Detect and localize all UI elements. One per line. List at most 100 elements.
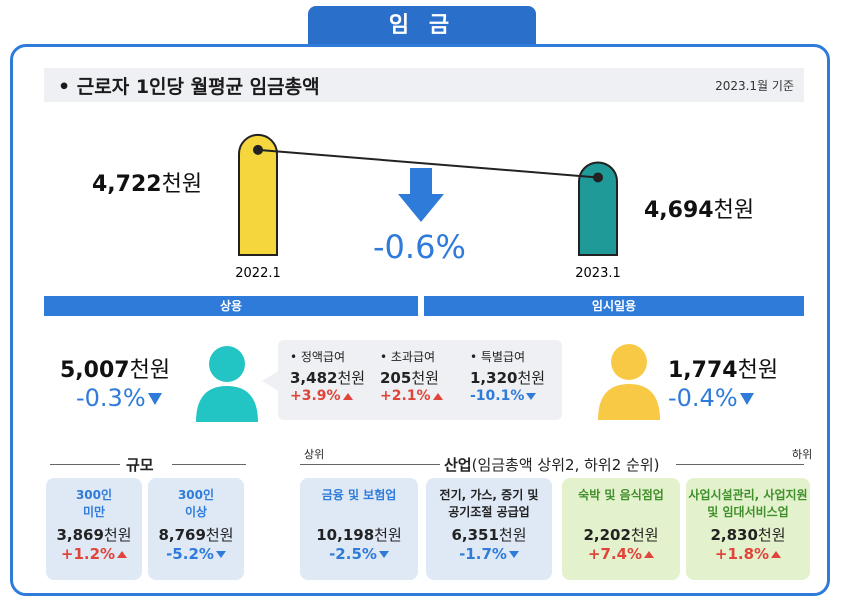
down-arrow-icon [526, 392, 537, 400]
temporary-change-text: -0.4% [668, 384, 738, 412]
regular-value: 5,007천원 [60, 352, 170, 384]
industry-title-text: 산업 [444, 456, 472, 474]
industry-title: 산업(임금총액 상위2, 하위2 순위) [444, 454, 659, 475]
card-label: 숙박 및 음식점업 [562, 486, 680, 520]
change-value: +2.1% [380, 388, 466, 404]
card-label-line: 공기조절 공급업 [448, 505, 530, 519]
value-2023-unit: 천원 [713, 198, 755, 223]
breakdown-value: 3,482천원 [290, 367, 376, 388]
card-label-line: 미만 [82, 505, 106, 519]
content-frame [10, 44, 830, 596]
trend-point [593, 172, 603, 183]
card-label-line: 사업시설관리, 사업지원 [688, 488, 808, 502]
card-value: 3,869천원 [46, 524, 142, 545]
value-2022-number: 4,722 [92, 172, 162, 197]
breakdown-label: • 정액급여 [290, 350, 346, 364]
card-number: 10,198 [316, 526, 375, 544]
change-value: +1.2% [46, 545, 142, 563]
industry-subtitle: (임금총액 상위2, 하위2 순위) [471, 456, 660, 474]
change-value: -10.1% [470, 388, 556, 404]
card-label-line: 300인 [177, 488, 215, 502]
value-2022-unit: 천원 [161, 172, 203, 197]
value-2023: 4,694천원 [644, 192, 754, 224]
card-number: 6,351 [451, 526, 499, 544]
card-value: 8,769천원 [148, 524, 244, 545]
regular-value-number: 5,007 [60, 358, 130, 383]
card-label-line: 300인 [75, 488, 113, 502]
comparison-chart: 2022.1 2023.1 [235, 133, 621, 281]
trend-line [257, 148, 599, 179]
card-value: 2,830천원 [686, 524, 810, 545]
change-value: +1.8% [686, 545, 810, 563]
breakdown-number: 1,320 [470, 369, 518, 387]
change-value: -2.5% [300, 545, 418, 563]
change-text: -2.5% [329, 545, 377, 563]
card-label-line: 및 임대서비스업 [707, 505, 789, 519]
trend-point [253, 144, 263, 155]
temporary-section-bar: 임시일용 [424, 296, 804, 316]
overall-change: -0.6% [373, 228, 466, 266]
up-arrow-icon [644, 551, 655, 558]
up-arrow-icon [771, 551, 782, 558]
card-unit: 천원 [630, 526, 659, 544]
breakdown-number: 3,482 [290, 369, 338, 387]
x-tick-label: 2023.1 [575, 266, 621, 281]
divider [50, 464, 120, 465]
person-icon [594, 340, 664, 424]
down-arrow-icon [147, 393, 162, 405]
breakdown-item: • 정액급여 3,482천원 +3.9% [290, 348, 376, 404]
card-number: 3,869 [56, 526, 104, 544]
bottom-label: 하위 [792, 448, 813, 461]
breakdown-value: 1,320천원 [470, 367, 556, 388]
breakdown-item: • 초과급여 205천원 +2.1% [380, 348, 466, 404]
change-value: +3.9% [290, 388, 376, 404]
change-text: +7.4% [587, 545, 643, 563]
card-unit: 천원 [757, 526, 786, 544]
category-card: 금융 및 보험업 10,198천원 -2.5% [300, 478, 418, 580]
card-unit: 천원 [374, 526, 402, 544]
breakdown-unit: 천원 [337, 369, 366, 387]
breakdown-item: • 특별급여 1,320천원 -10.1% [470, 348, 556, 404]
divider [676, 464, 804, 465]
up-arrow-icon [117, 551, 128, 558]
temporary-change: -0.4% [668, 384, 754, 412]
page-title-text: 근로자 1인당 월평균 임금총액 [76, 76, 320, 98]
change-text: -1.7% [459, 545, 507, 563]
category-card: 300인 이상 8,769천원 -5.2% [148, 478, 244, 580]
change-text: +1.2% [60, 545, 116, 563]
regular-change: -0.3% [76, 384, 162, 412]
change-value: -1.7% [426, 545, 552, 563]
card-value: 10,198천원 [300, 524, 418, 545]
page-title: • 근로자 1인당 월평균 임금총액 [58, 76, 320, 98]
value-2023-number: 4,694 [644, 198, 714, 223]
change-text: -5.2% [166, 545, 214, 563]
breakdown-unit: 천원 [411, 369, 439, 387]
card-unit: 천원 [103, 526, 132, 544]
card-unit: 천원 [498, 526, 527, 544]
regular-value-unit: 천원 [129, 358, 171, 383]
regular-breakdown: • 정액급여 3,482천원 +3.9% • 초과급여 205천원 +2.1% • 특별급여… [278, 340, 562, 420]
down-arrow-icon [215, 551, 226, 558]
regular-section-bar: 상용 [44, 296, 418, 316]
breakdown-label: • 초과급여 [380, 350, 436, 364]
divider [300, 464, 440, 465]
up-arrow-icon [432, 392, 443, 400]
breakdown-value: 205천원 [380, 367, 466, 388]
top-label: 상위 [304, 448, 325, 461]
change-text: +2.1% [380, 388, 431, 404]
card-value: 6,351천원 [426, 524, 552, 545]
down-arrow-icon [508, 551, 519, 558]
value-2022: 4,722천원 [92, 166, 202, 198]
card-label: 300인 이상 [148, 486, 244, 520]
card-number: 2,202 [583, 526, 631, 544]
date-label: 2023.1월 기준 [715, 79, 794, 93]
regular-change-text: -0.3% [76, 384, 146, 412]
change-text: +1.8% [714, 545, 770, 563]
section-tab: 임 금 [308, 6, 536, 46]
temporary-value-number: 1,774 [668, 358, 738, 383]
card-label-line: 전기, 가스, 증기 및 [439, 488, 539, 502]
